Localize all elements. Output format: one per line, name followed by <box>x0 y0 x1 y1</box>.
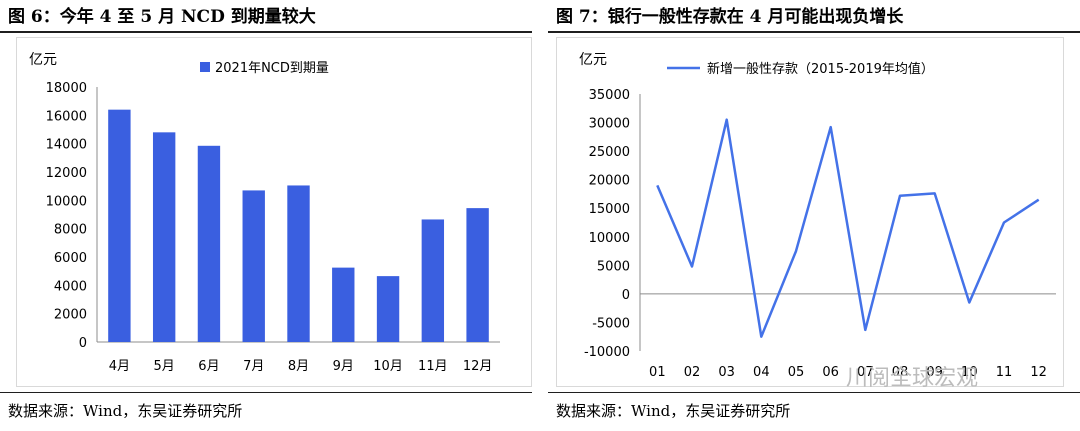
bar-7 <box>421 219 445 342</box>
line-y-tick-label-8: 30000 <box>589 117 630 132</box>
line-x-tick-label-8: 09 <box>926 365 943 380</box>
bar-x-tick-label-1: 5月 <box>154 359 175 374</box>
bar-y-tick-label-8: 16000 <box>46 109 87 124</box>
line-x-tick-label-7: 08 <box>892 365 909 380</box>
figure-7-panel: 图 7：银行一般性存款在 4 月可能出现负增长 亿元 -10000 -5000 0 50… <box>548 0 1080 431</box>
bar-x-tick-label-0: 4月 <box>109 359 130 374</box>
line-x-tick-label-9: 10 <box>961 365 978 380</box>
figure-6-bar-chart: 亿元 0 2000 4000 6000 8000 10000 12000 14000 16000 1… <box>29 52 500 374</box>
figure-7-title: 图 7：银行一般性存款在 4 月可能出现负增长 <box>556 7 904 27</box>
line-x-tick-label-0: 01 <box>649 365 666 380</box>
bar-x-tick-label-3: 7月 <box>243 359 264 374</box>
line-x-tick-label-6: 07 <box>857 365 874 380</box>
bar-unit-label: 亿元 <box>29 52 57 68</box>
bar-0 <box>108 109 131 343</box>
line-unit-label: 亿元 <box>579 52 607 68</box>
bar-x-tick-label-8: 12月 <box>463 359 493 374</box>
figure-7-bottom-rule <box>548 392 1080 393</box>
bar-2 <box>197 145 221 342</box>
bar-y-tick-label-9: 18000 <box>46 81 87 96</box>
bar-y-tick-label-6: 12000 <box>46 166 87 181</box>
figure-6-bottom-rule <box>0 392 532 393</box>
figure-6-panel: 图 6：今年 4 至 5 月 NCD 到期量较大 亿元 0 2000 4000 6000… <box>0 7 532 420</box>
bar-1 <box>152 132 176 342</box>
figure-7-source: 数据来源：Wind，东吴证券研究所 <box>556 402 791 420</box>
line-y-tick-label-5: 15000 <box>589 202 630 217</box>
figure-6-source: 数据来源：Wind，东吴证券研究所 <box>8 402 243 420</box>
figure-7-line-chart: 亿元 -10000 -5000 0 5000 10000 15000 20000 25000 30… <box>579 52 1056 380</box>
bar-y-tick-label-4: 8000 <box>54 223 87 238</box>
bar-y-tick-label-7: 14000 <box>46 138 87 153</box>
line-legend-label: 新增一般性存款（2015-2019年均值） <box>707 61 934 77</box>
bar-x-tick-label-2: 6月 <box>198 359 219 374</box>
bar-8 <box>466 208 489 342</box>
bar-legend-swatch <box>200 62 210 72</box>
line-x-tick-label-10: 11 <box>996 365 1013 380</box>
line-y-tick-label-7: 25000 <box>589 145 630 160</box>
bar-6 <box>376 276 400 342</box>
figure-6-plot-area: 亿元 0 2000 4000 6000 8000 10000 12000 14000 16000 1… <box>16 37 532 387</box>
line-series-new-general-deposits <box>656 118 1040 338</box>
line-x-tick-label-11: 12 <box>1030 365 1047 380</box>
line-x-tick-label-2: 03 <box>718 365 735 380</box>
bar-x-tick-label-5: 9月 <box>333 359 354 374</box>
figure-7-plot-area: 亿元 -10000 -5000 0 5000 10000 15000 20000 25000 30… <box>556 37 1064 387</box>
bar-x-tick-label-7: 11月 <box>418 359 448 374</box>
figure-6-top-rule <box>0 31 532 33</box>
line-y-tick-label-4: 10000 <box>589 231 630 246</box>
line-x-tick-label-5: 06 <box>822 365 839 380</box>
bar-y-tick-label-1: 2000 <box>54 308 87 323</box>
bar-y-tick-label-2: 4000 <box>54 279 87 294</box>
bar-x-tick-label-6: 10月 <box>373 359 403 374</box>
line-x-tick-label-3: 04 <box>753 365 770 380</box>
bar-5 <box>332 267 355 342</box>
line-y-tick-label-6: 20000 <box>589 174 630 189</box>
line-y-tick-label-3: 5000 <box>597 259 630 274</box>
watermark-text: 川阅全球宏观 <box>846 366 979 391</box>
line-y-tick-label-1: -5000 <box>592 316 630 331</box>
bar-y-tick-label-0: 0 <box>79 336 87 351</box>
bar-y-tick-label-5: 10000 <box>46 194 87 209</box>
line-x-tick-label-1: 02 <box>684 365 701 380</box>
bar-legend-label: 2021年NCD到期量 <box>215 61 329 76</box>
line-x-tick-label-4: 05 <box>788 365 805 380</box>
line-y-tick-label-9: 35000 <box>589 88 630 103</box>
figure-6-title: 图 6：今年 4 至 5 月 NCD 到期量较大 <box>8 7 316 27</box>
bar-x-tick-label-4: 8月 <box>288 359 309 374</box>
bar-4 <box>287 185 310 342</box>
figure-7-top-rule <box>548 31 1080 33</box>
line-y-tick-label-2: 0 <box>622 288 630 303</box>
line-y-tick-label-0: -10000 <box>584 345 630 360</box>
bar-3 <box>242 190 265 342</box>
bar-y-tick-label-3: 6000 <box>54 251 87 266</box>
